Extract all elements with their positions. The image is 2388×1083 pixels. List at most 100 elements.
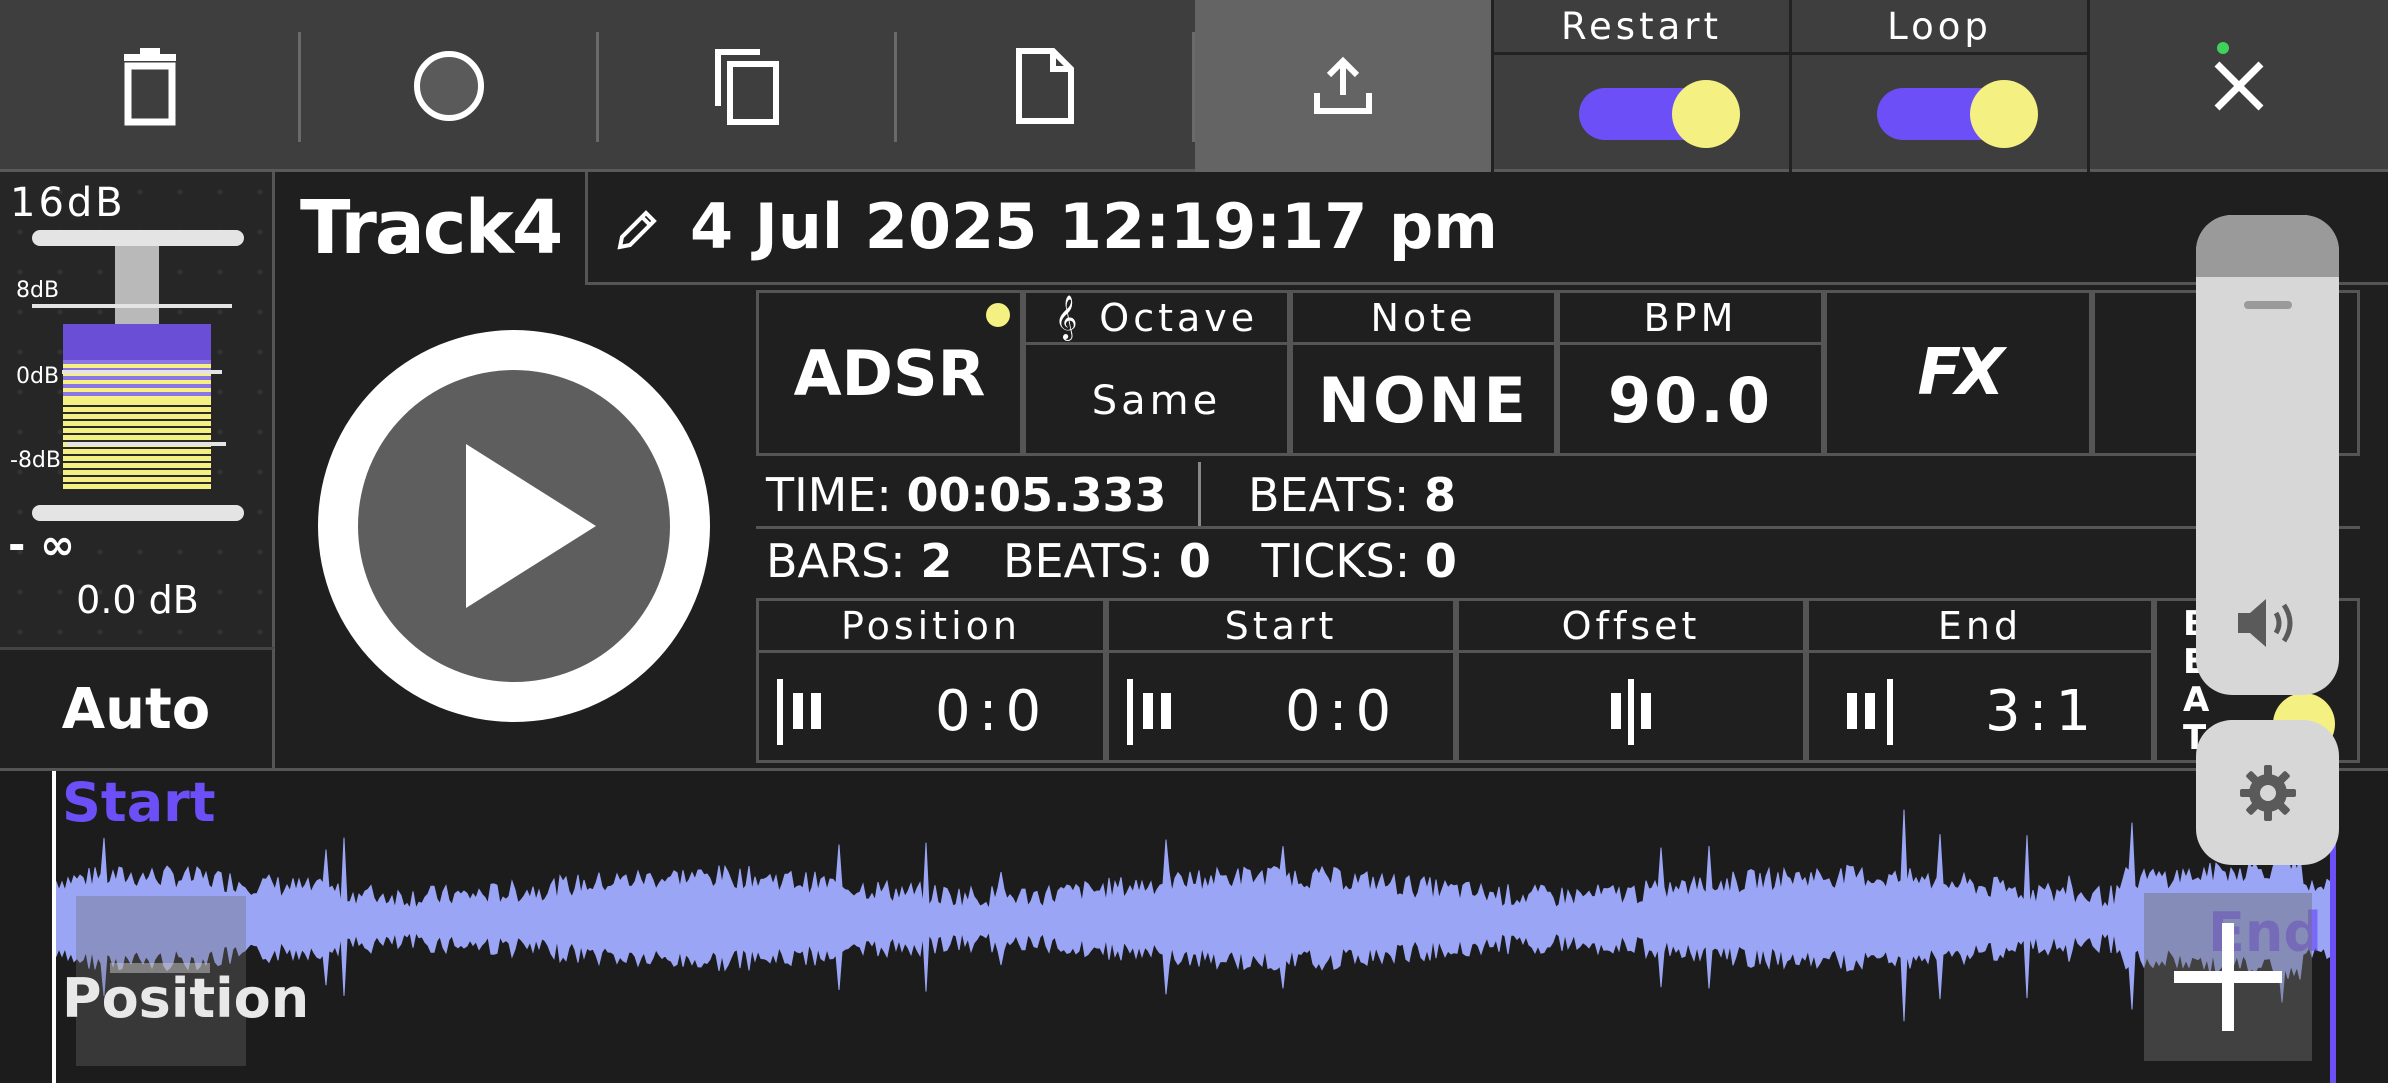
octave-label: Octave bbox=[1099, 295, 1259, 340]
info-divider bbox=[1198, 462, 1201, 528]
loop-control: Loop bbox=[1789, 0, 2087, 172]
marker-right-icon bbox=[1847, 679, 1893, 745]
record-button[interactable] bbox=[300, 0, 598, 172]
position-marker-label[interactable]: Position bbox=[62, 967, 310, 1030]
fader-top-label: 16dB bbox=[10, 180, 126, 226]
end-label: End bbox=[1809, 601, 2151, 653]
toolbar-divider bbox=[596, 32, 599, 142]
note-value: NONE bbox=[1318, 364, 1529, 437]
loop-toggle[interactable] bbox=[1877, 80, 2038, 148]
gear-icon bbox=[2240, 765, 2296, 821]
copy-button[interactable] bbox=[598, 0, 896, 172]
fx-icon: FX bbox=[1917, 336, 2004, 410]
marker-left-icon bbox=[1127, 679, 1171, 745]
beats-readout: BEATS: 8 bbox=[1248, 468, 1456, 522]
pencil-icon bbox=[617, 210, 657, 250]
beats-sub-value: 0 bbox=[1178, 534, 1211, 588]
ticks-label: TICKS: bbox=[1261, 534, 1411, 588]
time-label: TIME: bbox=[766, 468, 892, 522]
beat-letter: A bbox=[2183, 680, 2210, 720]
end-marker-line bbox=[2330, 831, 2336, 1083]
treble-clef-icon: 𝄞 bbox=[1054, 295, 1082, 339]
end-value: 3:1 bbox=[1985, 679, 2100, 744]
offset-control[interactable]: Offset bbox=[1456, 598, 1806, 763]
beats-label: BEATS: bbox=[1248, 468, 1410, 522]
status-dot bbox=[2217, 42, 2229, 54]
record-circle-icon bbox=[414, 51, 484, 121]
level-meter-mid bbox=[63, 360, 211, 400]
waveform-graphic bbox=[52, 771, 2336, 1083]
waveform-path bbox=[55, 809, 2331, 1022]
auto-button[interactable]: Auto bbox=[0, 647, 275, 768]
close-button[interactable] bbox=[2087, 0, 2388, 172]
offset-label: Offset bbox=[1459, 601, 1803, 653]
waveform-editor[interactable]: Start Position End bbox=[0, 768, 2388, 1083]
close-icon bbox=[2214, 61, 2264, 111]
add-marker-button[interactable] bbox=[2144, 893, 2312, 1061]
copy-icon bbox=[715, 49, 779, 125]
fader-mark-line bbox=[66, 442, 226, 446]
share-button[interactable] bbox=[1195, 0, 1491, 172]
track-title[interactable]: Track4 bbox=[288, 172, 585, 284]
new-file-button[interactable] bbox=[896, 0, 1194, 172]
toggle-knob bbox=[1672, 80, 1740, 148]
loop-label: Loop bbox=[1792, 0, 2087, 55]
fader-cap-top bbox=[32, 230, 244, 246]
position-label: Position bbox=[759, 601, 1103, 653]
restart-toggle[interactable] bbox=[1579, 80, 1740, 148]
marker-left-icon bbox=[777, 679, 821, 745]
time-readout: TIME: 00:05.333 bbox=[766, 468, 1166, 522]
volume-level-fill bbox=[2196, 215, 2339, 277]
marker-center-icon bbox=[1611, 679, 1651, 745]
volume-settings-button[interactable] bbox=[2196, 720, 2339, 865]
beats-value: 8 bbox=[1423, 468, 1456, 522]
fader-cap-bottom bbox=[32, 505, 244, 521]
restart-label: Restart bbox=[1494, 0, 1789, 55]
start-control[interactable]: Start 0:0 bbox=[1106, 598, 1456, 763]
note-control[interactable]: Note NONE bbox=[1290, 290, 1557, 456]
octave-value: Same bbox=[1091, 377, 1222, 424]
plus-icon bbox=[2174, 923, 2282, 1031]
file-icon bbox=[1016, 48, 1074, 124]
toolbar-divider bbox=[1192, 32, 1195, 142]
track-date-row[interactable]: 4 Jul 2025 12:19:17 pm bbox=[585, 172, 2388, 285]
level-meter-peak bbox=[63, 324, 211, 364]
toolbar: Restart Loop bbox=[0, 0, 2388, 172]
speaker-icon bbox=[2238, 599, 2293, 647]
upload-icon bbox=[1314, 56, 1372, 114]
end-control[interactable]: End 3:1 bbox=[1806, 598, 2154, 763]
fader-value: 0.0 dB bbox=[76, 578, 199, 622]
fader-mark: 0dB bbox=[16, 364, 60, 389]
position-value: 0:0 bbox=[935, 679, 1050, 744]
start-value: 0:0 bbox=[1285, 679, 1400, 744]
adsr-label: ADSR bbox=[793, 336, 986, 410]
bpm-control[interactable]: BPM 90.0 bbox=[1557, 290, 1824, 456]
fader-mark: 8dB bbox=[16, 278, 60, 303]
position-handle[interactable] bbox=[76, 896, 246, 1066]
toggle-knob bbox=[1970, 80, 2038, 148]
fader-mark: -8dB bbox=[10, 448, 61, 473]
octave-control[interactable]: 𝄞 Octave Same bbox=[1023, 290, 1290, 456]
adsr-indicator bbox=[986, 303, 1010, 327]
start-marker-label[interactable]: Start bbox=[62, 771, 216, 834]
bars-label: BARS: bbox=[766, 534, 906, 588]
start-label: Start bbox=[1109, 601, 1453, 653]
trash-icon bbox=[124, 48, 176, 126]
delete-button[interactable] bbox=[0, 0, 300, 172]
beats-sub-label: BEATS: bbox=[1002, 534, 1165, 588]
restart-control: Restart bbox=[1491, 0, 1789, 172]
fx-button[interactable]: FX bbox=[1824, 290, 2092, 456]
toolbar-divider bbox=[298, 32, 301, 142]
play-button[interactable] bbox=[318, 330, 710, 722]
track-date: 4 Jul 2025 12:19:17 pm bbox=[690, 190, 1498, 263]
ticks-value: 0 bbox=[1424, 534, 1457, 588]
position-cursor bbox=[52, 771, 56, 1083]
adsr-button[interactable]: ADSR bbox=[756, 290, 1023, 456]
volume-thumb[interactable] bbox=[2244, 301, 2292, 309]
time-value: 00:05.333 bbox=[906, 468, 1167, 522]
volume-fader-panel: 16dB 8dB 0dB -8dB - ∞ 0.0 dB bbox=[0, 172, 275, 647]
position-handle-grip bbox=[110, 963, 210, 973]
bars-readout: BARS: 2 BEATS: 0 TICKS: 0 bbox=[766, 534, 1457, 588]
position-control[interactable]: Position 0:0 bbox=[756, 598, 1106, 763]
system-volume-slider[interactable] bbox=[2196, 215, 2339, 695]
